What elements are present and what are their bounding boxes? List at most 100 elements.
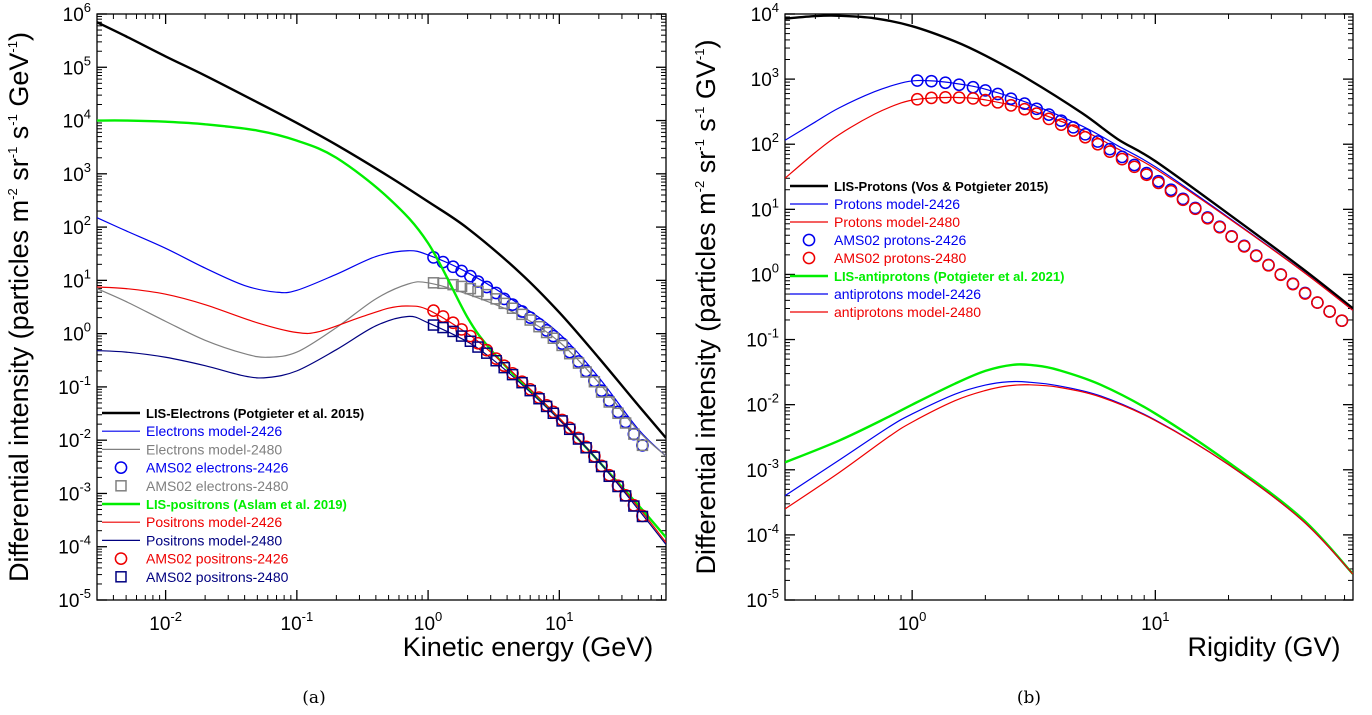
data-point: [595, 460, 608, 473]
panel-b-plot-area: [785, 14, 1353, 575]
data-point: [588, 451, 601, 463]
data-point: [991, 95, 1005, 109]
data-point: [1164, 184, 1178, 198]
data-point: [489, 286, 503, 300]
panel-a-series-6-line: [97, 286, 666, 543]
y-tick-label: 10-4: [58, 533, 91, 559]
x-tick-label: 101: [1141, 609, 1169, 635]
data-point: [1152, 176, 1165, 190]
data-point: [1115, 152, 1129, 166]
data-point: [1249, 249, 1263, 263]
data-point: [1286, 277, 1300, 291]
legend-label: LIS-positrons (Aslam et al. 2019): [146, 497, 347, 512]
legend-label: AMS02 protons-2426: [834, 232, 967, 248]
y-tick-label: 10-1: [746, 326, 779, 352]
y-tick-label: 106: [63, 0, 91, 26]
data-point: [1213, 220, 1227, 234]
data-point: [1042, 112, 1056, 126]
data-point: [1042, 108, 1056, 121]
data-point: [580, 366, 592, 378]
data-point: [472, 285, 484, 298]
panel-a-series-7-line: [97, 315, 666, 545]
data-point: [612, 480, 624, 493]
y-tick-label: 101: [63, 266, 91, 292]
panel-a-series-0-line: [97, 21, 666, 439]
y-tick-label: 10-2: [58, 426, 91, 452]
data-point: [1066, 124, 1080, 137]
legend-item: antiprotons model-2480: [790, 304, 981, 320]
x-tick-label: 10-1: [281, 609, 314, 635]
data-point: [464, 282, 477, 295]
y-tick-label: 10-2: [746, 391, 779, 417]
data-point: [925, 74, 938, 88]
legend-label: LIS-Electrons (Potgieter et al. 2015): [146, 406, 364, 421]
data-point: [427, 304, 440, 318]
legend-square-swatch: [115, 480, 127, 492]
panel-a-y-axis-label: Differential intensity (particles m-2 sr…: [4, 32, 34, 582]
data-point: [498, 361, 510, 374]
data-point: [1225, 230, 1238, 244]
legend-item: AMS02 protons-2426: [802, 232, 967, 248]
legend-label: AMS02 electrons-2426: [146, 460, 289, 476]
legend-label: AMS02 electrons-2480: [146, 478, 289, 494]
legend-item: AMS02 positrons-2480: [115, 569, 289, 585]
panel-b-series-5-line: [785, 363, 1353, 575]
legend-label: LIS-Protons (Vos & Potgieter 2015): [834, 179, 1048, 194]
legend-item: LIS-Electrons (Potgieter et al. 2015): [102, 406, 364, 421]
legend-label: Protons model-2480: [834, 214, 960, 230]
data-point: [490, 354, 502, 367]
panel-b-y-axis-label: Differential intensity (particles m-2 sr…: [691, 40, 721, 575]
legend-label: LIS-antiprotons (Potgieter et al. 2021): [834, 269, 1064, 284]
data-point: [1091, 137, 1105, 151]
data-point: [1298, 287, 1312, 300]
legend-item: Protons model-2480: [790, 214, 960, 230]
legend-label: Protons model-2426: [834, 196, 960, 212]
data-point: [1018, 97, 1031, 110]
data-point: [1188, 202, 1202, 216]
panel-a-series-8-markers: [427, 304, 649, 523]
data-point: [1103, 142, 1117, 156]
data-point: [1311, 296, 1324, 309]
y-tick-label: 10-3: [746, 456, 779, 482]
legend-item: AMS02 electrons-2480: [115, 478, 289, 494]
legend-item: Electrons model-2480: [102, 441, 282, 457]
data-point: [547, 407, 560, 420]
y-tick-label: 100: [63, 320, 91, 346]
data-point: [1176, 193, 1190, 207]
data-point: [910, 74, 924, 87]
x-tick-label: 100: [898, 609, 926, 635]
data-point: [556, 415, 568, 427]
data-point: [979, 84, 992, 97]
data-point: [464, 335, 477, 347]
data-point: [939, 76, 952, 90]
data-point: [628, 500, 640, 512]
legend-item: AMS02 protons-2480: [802, 250, 967, 266]
data-point: [1140, 168, 1153, 182]
y-tick-label: 10-5: [746, 586, 779, 612]
data-point: [533, 392, 545, 405]
panel-b-x-axis-label: Rigidity (GV): [1187, 632, 1340, 662]
panel-a-caption: (a): [302, 688, 325, 708]
panel-a-series-2-line: [97, 281, 666, 457]
legend-circle-swatch: [802, 233, 816, 247]
data-point: [636, 438, 649, 452]
data-point: [1054, 118, 1068, 131]
y-tick-label: 10-4: [746, 521, 779, 547]
legend-item: AMS02 positrons-2426: [114, 551, 289, 567]
legend-item: LIS-antiprotons (Potgieter et al. 2021): [790, 269, 1064, 284]
y-tick-label: 10-3: [58, 479, 91, 505]
legend-label: Electrons model-2480: [146, 441, 282, 457]
data-point: [952, 78, 966, 92]
data-point: [910, 92, 924, 106]
y-tick-label: 104: [751, 0, 779, 26]
data-point: [1004, 92, 1018, 106]
panel-a-series-4-markers: [427, 277, 649, 452]
data-point: [563, 347, 576, 360]
y-tick-label: 10-5: [58, 586, 91, 612]
panel-b-series-0-line: [785, 14, 1353, 310]
legend-item: Protons model-2426: [790, 196, 960, 212]
data-point: [572, 357, 585, 369]
data-point: [481, 347, 493, 359]
legend-label: antiprotons model-2426: [834, 286, 981, 302]
data-point: [991, 87, 1005, 101]
